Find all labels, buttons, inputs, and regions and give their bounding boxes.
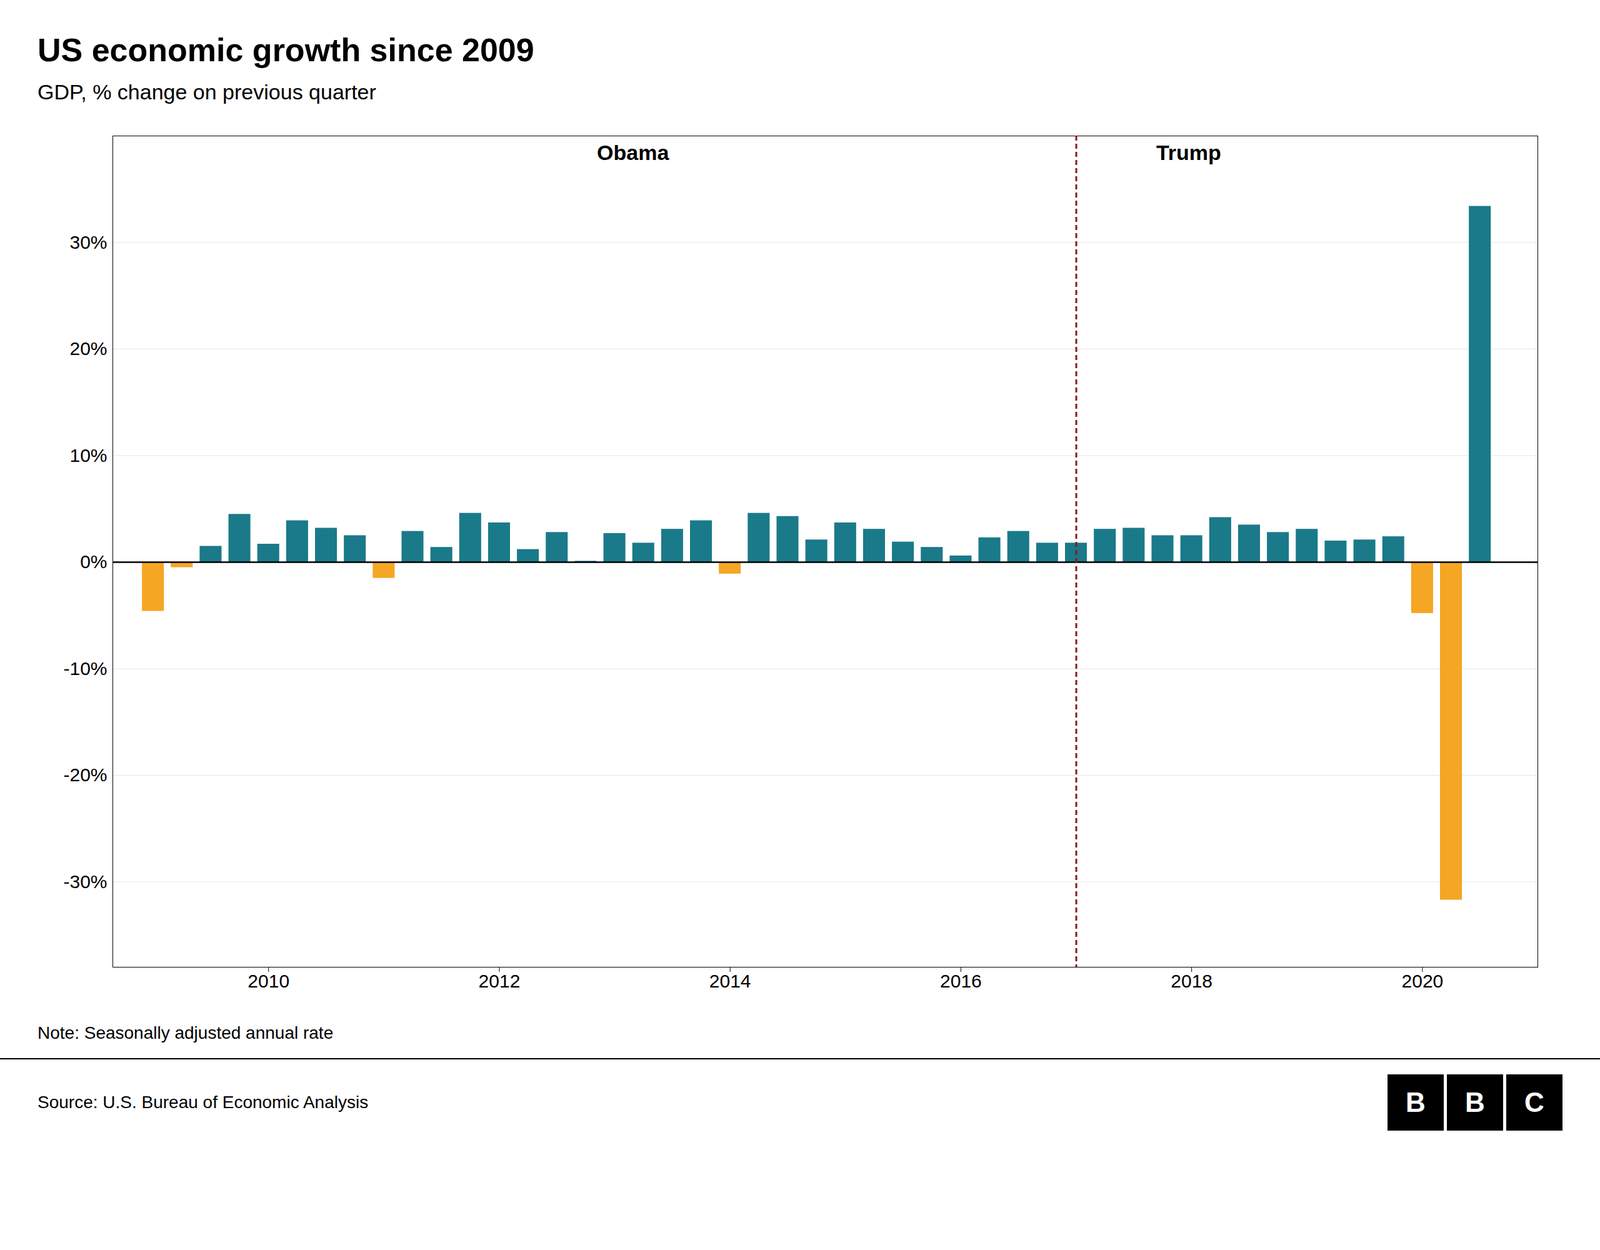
svg-text:2010: 2010 [247, 970, 290, 992]
svg-text:2016: 2016 [940, 970, 982, 992]
html-text:GDP, % change on previous quar: GDP, % change on previous quarter [37, 80, 377, 104]
html-text:US economic growth since 2009: US economic growth since 2009 [37, 31, 535, 69]
svg-text:2020: 2020 [1401, 970, 1444, 992]
html-text:C: C [1524, 1086, 1545, 1118]
svg-text:0%: 0% [80, 551, 107, 572]
html-text:B: B [1465, 1086, 1485, 1118]
svg-text:-20%: -20% [63, 764, 107, 785]
svg-text:2018: 2018 [1170, 970, 1213, 992]
svg-text:10%: 10% [69, 445, 107, 466]
svg-text:Trump: Trump [1156, 140, 1222, 165]
svg-text:2014: 2014 [709, 970, 752, 992]
svg-text:30%: 30% [69, 231, 107, 253]
svg-text:Obama: Obama [596, 140, 670, 165]
svg-text:20%: 20% [69, 338, 107, 359]
html-text:Source: U.S. Bureau of Economi: Source: U.S. Bureau of Economic Analysis [37, 1092, 369, 1112]
svg-text:-30%: -30% [63, 871, 107, 892]
html-text:Note: Seasonally adjusted annu: Note: Seasonally adjusted annual rate [37, 1023, 334, 1043]
svg-text:2012: 2012 [478, 970, 521, 992]
svg-text:-10%: -10% [63, 658, 107, 679]
html-text:B: B [1405, 1086, 1426, 1118]
